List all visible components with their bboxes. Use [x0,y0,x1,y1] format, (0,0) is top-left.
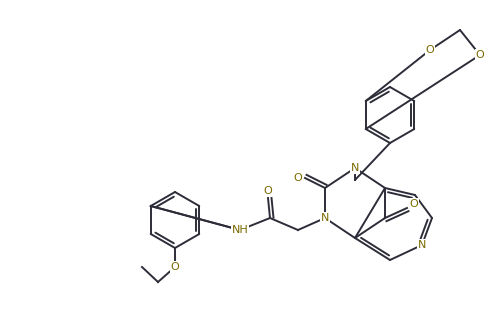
Text: O: O [264,186,273,196]
Text: O: O [426,45,435,55]
Text: N: N [418,240,426,250]
Text: N: N [321,213,329,223]
Text: O: O [294,173,302,183]
Text: NH: NH [232,225,248,235]
Text: O: O [476,50,485,60]
Text: N: N [351,163,359,173]
Text: O: O [409,199,418,209]
Text: O: O [171,262,179,272]
